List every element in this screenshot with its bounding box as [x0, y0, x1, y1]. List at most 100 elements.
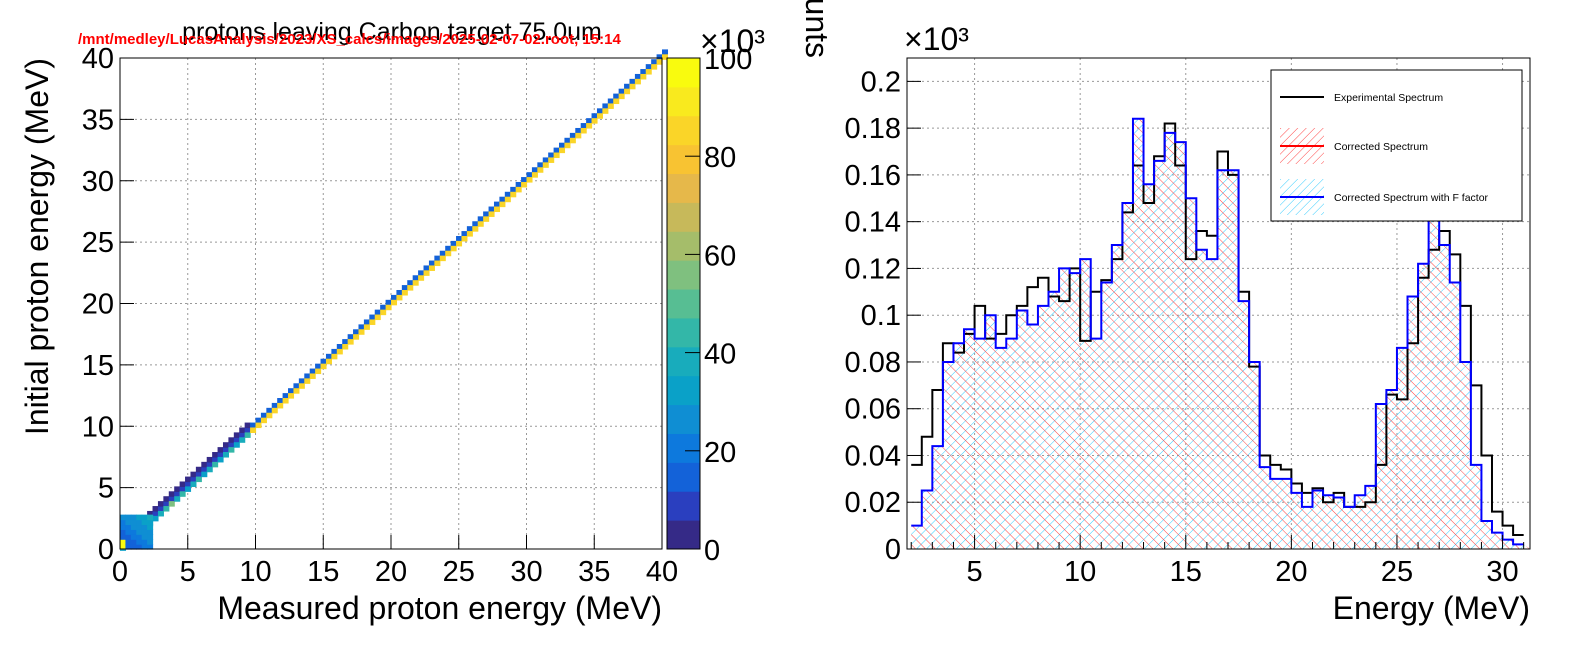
heatmap-cell	[185, 481, 192, 487]
heatmap-cell	[298, 383, 305, 389]
heatmap-cell	[120, 514, 127, 521]
heatmap-cell	[575, 127, 582, 134]
heatmap-cell	[168, 501, 175, 507]
heatmap-cell	[456, 240, 463, 247]
heatmap-cell	[141, 514, 148, 521]
y-tick-label: 35	[82, 104, 114, 136]
heatmap-cell	[618, 93, 625, 100]
heatmap-cell	[559, 147, 566, 154]
colorbar-segment	[667, 173, 700, 203]
right-x-ticks: 5 10 15 20 25 30	[910, 535, 1525, 588]
heatmap-cell	[163, 496, 170, 502]
heatmap-cell	[212, 452, 219, 458]
heatmap-cell	[130, 539, 137, 545]
heatmap-cell	[266, 412, 273, 419]
x-tick-label: 30	[510, 556, 542, 588]
heatmap-cell	[125, 529, 132, 535]
y-tick-label: 10	[82, 411, 114, 443]
file-path-overlay: /mnt/medley/LucasAnalysis/2023/XS_calcs/…	[78, 31, 621, 48]
right-y-ticks: 0 0.02 0.04 0.06 0.08 0.1 0.12 0.14 0.16 0.18 0.2	[845, 66, 921, 566]
heatmap-cell	[472, 226, 479, 232]
heatmap-cell	[147, 524, 154, 530]
heatmap-cell	[233, 442, 240, 448]
corrected-hatch-fill	[911, 118, 1530, 550]
y-tick-label: 0.2	[861, 66, 901, 98]
heatmap-cell	[477, 221, 484, 227]
heatmap-cell	[298, 378, 305, 384]
left-chart-title: protons leaving Carbon target 75.0um	[182, 18, 602, 46]
y-tick-label: 0.16	[845, 160, 901, 192]
heatmap-cell	[493, 206, 500, 213]
heatmap-cell	[185, 486, 192, 492]
heatmap-cell	[564, 142, 571, 149]
colorbar-segment	[667, 86, 700, 117]
heatmap-cell	[120, 524, 127, 530]
heatmap-cell	[206, 466, 213, 473]
heatmap-cell	[250, 427, 257, 433]
y-tick-label: 0.08	[845, 347, 901, 379]
heatmap-cell	[255, 422, 262, 429]
colorbar-segment	[667, 144, 700, 175]
heatmap-cell	[521, 177, 528, 183]
heatmap-cell	[472, 221, 479, 227]
heatmap-cell	[336, 348, 343, 355]
heatmap-cell	[141, 524, 148, 530]
heatmap-cell	[559, 142, 566, 149]
heatmap-cell	[656, 54, 663, 60]
heatmap-cell	[136, 529, 143, 535]
heatmap-cell	[130, 529, 137, 535]
heatmap-cell	[380, 304, 387, 311]
heatmap-cell	[526, 172, 533, 178]
heatmap-cell	[391, 294, 398, 301]
heatmap-cell	[206, 456, 213, 463]
heatmap-cell	[320, 358, 327, 365]
heatmap-cell	[130, 544, 137, 550]
heatmap-cell	[222, 452, 229, 458]
heatmap-cell	[282, 393, 289, 399]
heatmap-cell	[179, 491, 186, 497]
heatmap-cell	[640, 73, 647, 80]
heatmap-cell	[309, 373, 316, 379]
heatmap-cell	[212, 461, 219, 468]
heatmap-cell	[136, 519, 143, 526]
heatmap-cell	[141, 534, 148, 540]
heatmap-cell	[586, 118, 593, 124]
colorbar-segment	[667, 202, 700, 232]
x-tick-label: 10	[1064, 556, 1096, 588]
heatmap-cell	[596, 108, 603, 114]
heatmap-cell	[624, 83, 631, 90]
left-x-axis-label: Measured proton energy (MeV)	[217, 590, 662, 626]
heatmap-cell	[293, 383, 300, 389]
heatmap-cell	[607, 98, 614, 105]
heatmap-cell	[385, 299, 392, 306]
heatmap-cell	[228, 437, 235, 443]
heatmap-cell	[277, 402, 284, 409]
heatmap-cell	[136, 514, 143, 521]
heatmap-cell	[130, 519, 137, 526]
heatmap-cell	[125, 519, 132, 526]
heatmap-cell	[358, 324, 365, 330]
heatmap-cell	[201, 466, 208, 473]
heatmap-cell	[450, 245, 457, 252]
heatmap-cell	[157, 501, 164, 507]
heatmap-cell	[580, 123, 587, 129]
heatmap-cell	[190, 476, 197, 483]
heatmap-cell	[336, 344, 343, 350]
heatmap-cell	[488, 206, 495, 213]
heatmap-cell	[428, 265, 435, 271]
heatmap-cell	[136, 539, 143, 545]
colorbar-tick-label: 0	[704, 535, 720, 567]
heatmap-cell	[120, 529, 127, 535]
heatmap-cell	[331, 348, 338, 355]
heatmap-cell	[179, 481, 186, 487]
heatmap-cell	[141, 529, 148, 535]
heatmap-cell	[418, 270, 425, 276]
heatmap-cell	[141, 519, 148, 526]
heatmap-cell	[548, 152, 555, 159]
heatmap-cell	[591, 113, 598, 119]
heatmap-cell	[634, 73, 641, 80]
heatmap-cell	[456, 235, 463, 242]
y-tick-label: 0	[885, 534, 901, 566]
heatmap-cell	[222, 447, 229, 453]
heatmap-cells	[120, 49, 669, 551]
